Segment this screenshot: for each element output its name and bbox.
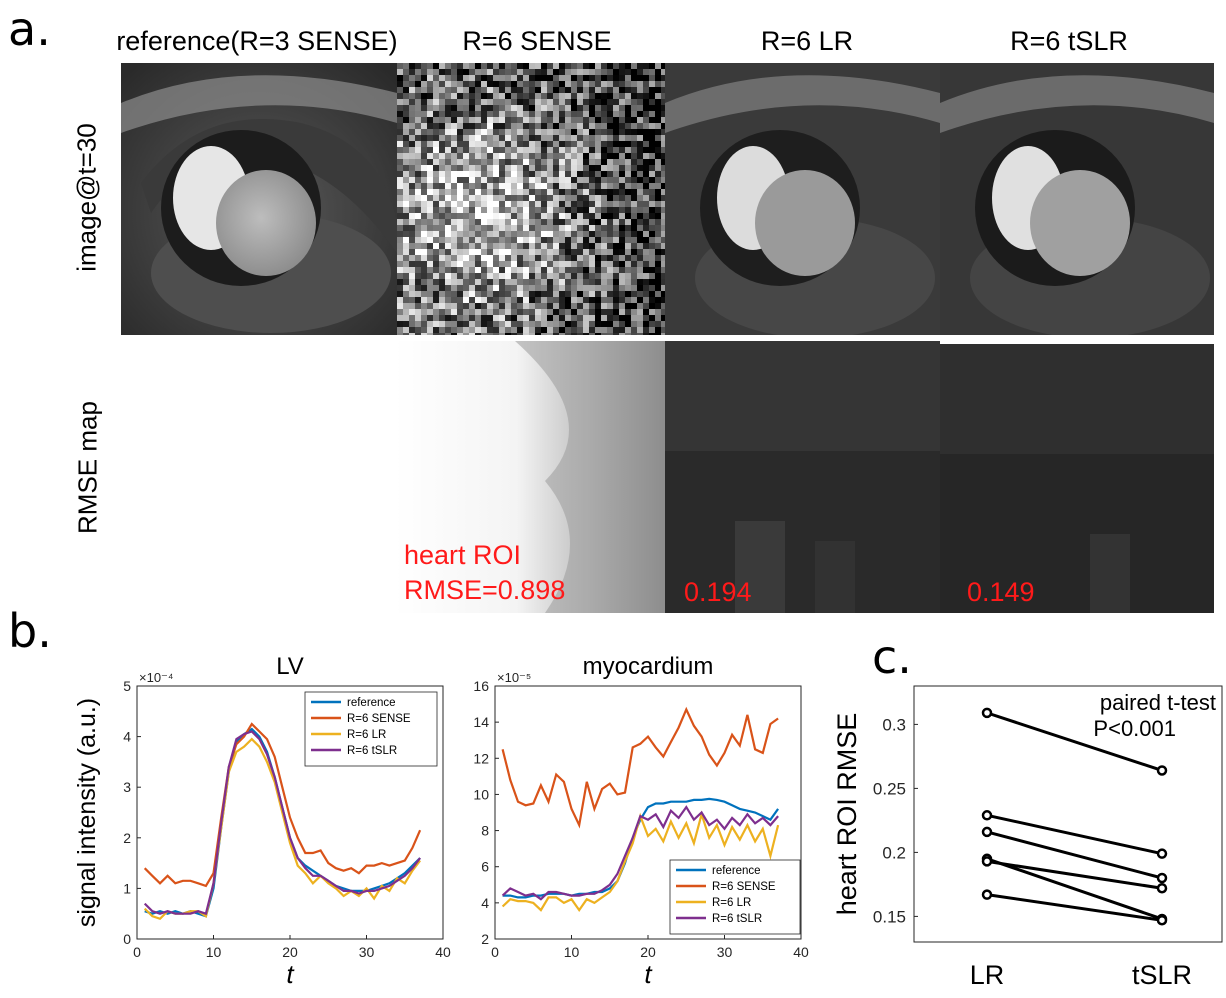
mri-image-reference [121, 63, 397, 335]
legend-label-0: reference [347, 697, 396, 709]
legend-label-2: R=6 LR [712, 897, 751, 909]
legend-label-0: reference [712, 865, 761, 877]
legend-box [304, 691, 438, 767]
point-lr-5 [981, 889, 993, 900]
rmse-value-sense: RMSE=0.898 [404, 575, 566, 605]
column-title-sense: R=6 SENSE [462, 26, 612, 56]
chart-lv: 0 10 20 30 40 0 1 2 3 4 5 LV ×10⁻⁴ t signal intensity … [73, 653, 451, 989]
legend-label-2: R=6 LR [347, 729, 386, 741]
row-label-image: image@t=30 [71, 123, 102, 272]
point-tslr-4 [1156, 882, 1168, 894]
y-tick-label: 5 [123, 678, 131, 694]
mri-image-sense [397, 63, 665, 335]
x-tick-label: 30 [717, 944, 733, 960]
y-tick-label: 6 [481, 859, 489, 875]
point-tslr-0 [1156, 765, 1168, 776]
legend-label-1: R=6 SENSE [712, 881, 776, 893]
series-line-1 [143, 722, 422, 888]
chart-myo: 0 10 20 30 40 2 4 6 8 10 12 14 16 myocardium ×10⁻⁵ t ref… [473, 653, 809, 989]
y-axis-label: heart ROI RMSE [832, 713, 862, 916]
point-tslr-5 [1156, 914, 1168, 926]
legend-box [669, 859, 801, 935]
chart-title: myocardium [583, 653, 714, 680]
series-line-3 [501, 805, 779, 901]
y-tick-label: 2 [123, 830, 131, 846]
pair-line-0 [986, 711, 1163, 772]
y-axis-label: signal intensity (a.u.) [73, 698, 101, 927]
rmse-map-lr [665, 341, 940, 613]
panel-a-letter: a. [8, 2, 51, 56]
point-lr-2 [981, 826, 993, 838]
pair-line-4 [986, 859, 1163, 890]
pair-line-5 [986, 893, 1163, 922]
point-tslr-1 [1156, 848, 1168, 859]
rmse-map-sense [395, 341, 665, 613]
point-lr-0 [981, 707, 993, 719]
y-tick-label: 2 [481, 931, 489, 947]
x-category-label: LR [970, 960, 1005, 990]
x-tick-label: 0 [491, 944, 499, 960]
panel-c-letter: c. [872, 630, 912, 684]
column-title-tslr: R=6 tSLR [1010, 26, 1128, 56]
rmse-map-tslr [940, 344, 1214, 613]
roi-label: heart ROI [404, 540, 522, 570]
exponent-label: ×10⁻⁴ [139, 670, 174, 685]
x-tick-label: 0 [133, 944, 141, 960]
y-tick-label: 8 [481, 823, 489, 839]
rmse-value-lr: 0.194 [684, 577, 752, 607]
x-tick-label: 20 [282, 944, 298, 960]
annotation-line-1: paired t-test [1100, 690, 1216, 715]
column-title-lr: R=6 LR [760, 26, 854, 56]
y-tick-label: 4 [481, 895, 489, 911]
exponent-label: ×10⁻⁵ [497, 670, 531, 685]
x-tick-label: 20 [640, 944, 656, 960]
x-tick-label: 30 [359, 944, 375, 960]
x-category-label: tSLR [1132, 960, 1192, 990]
chart-rmse: 0.15 0.2 0.25 0.3 LR tSLR heart ROI RMSE paired… [832, 685, 1223, 990]
x-tick-label: 40 [793, 944, 809, 960]
pair-line-2 [986, 830, 1163, 880]
series-line-1 [501, 706, 779, 829]
pair-line-3 [986, 857, 1163, 921]
y-tick-label: 10 [473, 786, 489, 802]
pair-line-1 [986, 813, 1163, 856]
point-tslr-2 [1156, 872, 1168, 884]
legend-label-3: R=6 tSLR [347, 745, 397, 757]
chart-title: LV [276, 653, 304, 680]
y-tick-label: 0.2 [882, 843, 906, 862]
mri-image-tslr [940, 63, 1214, 335]
x-tick-label: 10 [564, 944, 580, 960]
row-label-rmse-map: RMSE map [72, 401, 103, 534]
column-title-reference: reference(R=3 SENSE) [116, 26, 398, 56]
mri-image-lr [665, 63, 940, 335]
y-tick-label: 0.15 [873, 907, 906, 926]
y-tick-label: 1 [123, 880, 131, 896]
y-tick-label: 0 [123, 931, 131, 947]
legend-label-1: R=6 SENSE [347, 713, 411, 725]
y-tick-label: 4 [123, 729, 131, 745]
y-tick-label: 0.25 [873, 779, 906, 798]
rmse-value-tslr: 0.149 [967, 577, 1035, 607]
series-line-2 [143, 737, 421, 921]
x-axis-label: t [286, 959, 295, 989]
x-tick-label: 40 [435, 944, 451, 960]
plot-area [913, 685, 1223, 943]
annotation-line-2: P<0.001 [1093, 716, 1176, 741]
y-tick-label: 12 [473, 750, 489, 766]
y-tick-label: 3 [123, 779, 131, 795]
series-line-3 [143, 730, 421, 916]
point-lr-4 [981, 856, 993, 867]
y-tick-label: 14 [473, 714, 489, 730]
x-tick-label: 10 [206, 944, 222, 960]
x-axis-label: t [644, 959, 653, 989]
y-tick-label: 0.3 [882, 715, 906, 734]
panel-b-letter: b. [8, 604, 52, 658]
y-tick-label: 16 [473, 678, 489, 694]
legend-label-3: R=6 tSLR [712, 913, 762, 925]
point-lr-1 [981, 810, 993, 821]
